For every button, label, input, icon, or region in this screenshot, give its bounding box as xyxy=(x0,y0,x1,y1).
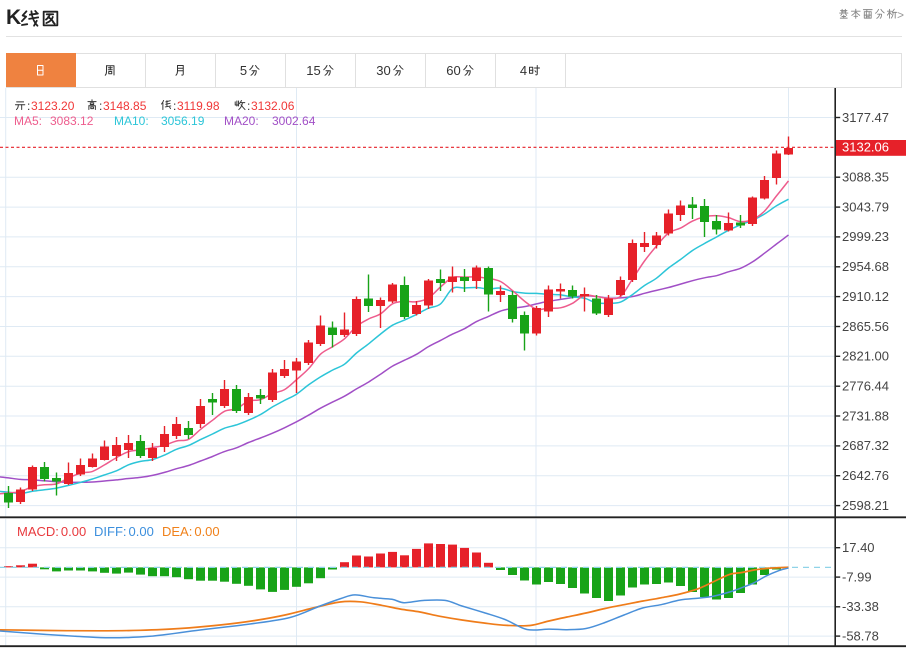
svg-text:2954.68: 2954.68 xyxy=(842,259,889,274)
svg-text:MACD:0.00: MACD: 0.00 xyxy=(17,524,86,539)
svg-text:-33.38: -33.38 xyxy=(842,599,879,614)
svg-text:2821.00: 2821.00 xyxy=(842,349,889,364)
svg-text:3043.79: 3043.79 xyxy=(842,199,889,214)
svg-text:-58.78: -58.78 xyxy=(842,628,879,643)
svg-text:2776.44: 2776.44 xyxy=(842,379,889,394)
svg-text:17.40: 17.40 xyxy=(842,540,875,555)
svg-text:-7.99: -7.99 xyxy=(842,569,872,584)
svg-text:2731.88: 2731.88 xyxy=(842,408,889,423)
svg-text:2687.32: 2687.32 xyxy=(842,438,889,453)
svg-text:DEA:0.00: DEA: 0.00 xyxy=(162,524,220,539)
svg-text:2999.23: 2999.23 xyxy=(842,229,889,244)
svg-text:3177.47: 3177.47 xyxy=(842,110,889,125)
svg-text:3088.35: 3088.35 xyxy=(842,170,889,185)
svg-text:2910.12: 2910.12 xyxy=(842,289,889,304)
svg-text:2865.56: 2865.56 xyxy=(842,319,889,334)
svg-text:2598.21: 2598.21 xyxy=(842,498,889,513)
svg-text:3132.06: 3132.06 xyxy=(842,140,889,155)
svg-text:2642.76: 2642.76 xyxy=(842,468,889,483)
svg-text:DIFF:0.00: DIFF: 0.00 xyxy=(94,524,154,539)
